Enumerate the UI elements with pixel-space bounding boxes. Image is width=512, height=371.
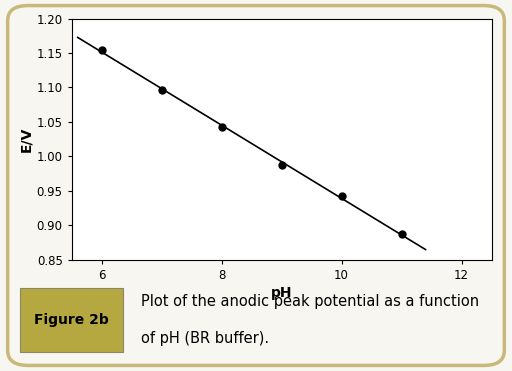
- Point: [218, 124, 226, 130]
- Point: [278, 162, 286, 168]
- X-axis label: pH: pH: [271, 286, 292, 300]
- Text: Figure 2b: Figure 2b: [34, 313, 109, 327]
- Point: [397, 231, 406, 237]
- Y-axis label: E/V: E/V: [20, 127, 34, 152]
- Point: [158, 86, 166, 92]
- Point: [337, 193, 346, 198]
- Point: [98, 47, 106, 53]
- Text: of pH (BR buffer).: of pH (BR buffer).: [141, 331, 269, 346]
- Text: Plot of the anodic peak potential as a function: Plot of the anodic peak potential as a f…: [141, 294, 479, 309]
